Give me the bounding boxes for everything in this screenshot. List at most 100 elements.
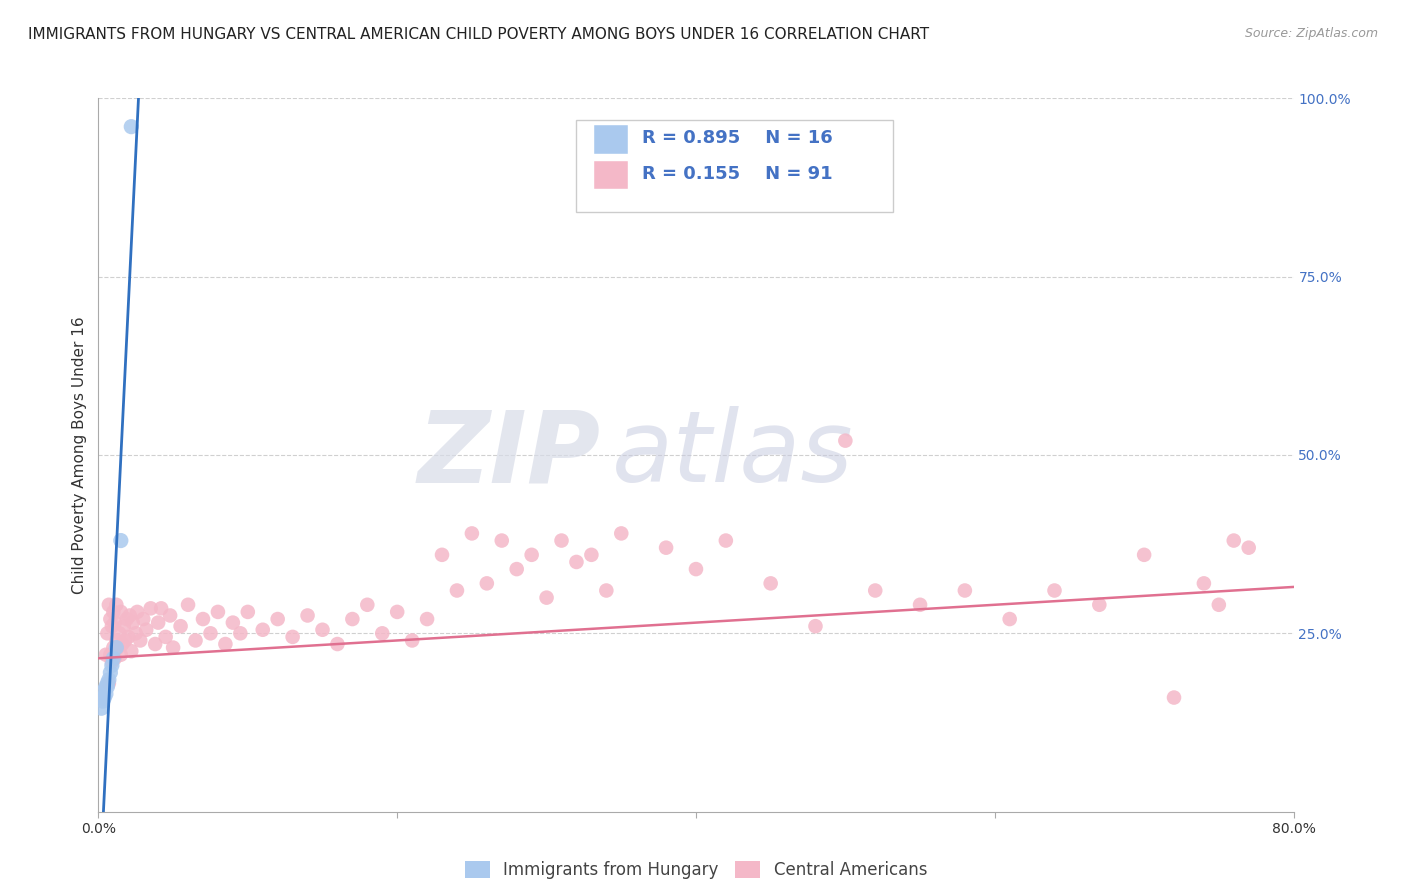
Point [342,612,364,626]
Point [132,612,155,626]
Point [94,680,117,694]
Point [184,633,207,648]
Point [105,598,128,612]
Text: IMMIGRANTS FROM HUNGARY VS CENTRAL AMERICAN CHILD POVERTY AMONG BOYS UNDER 16 CO: IMMIGRANTS FROM HUNGARY VS CENTRAL AMERI… [28,27,929,42]
Point [356,598,378,612]
Point [430,548,453,562]
Point [110,605,132,619]
Point [96,626,118,640]
Point [108,626,131,640]
Point [118,608,141,623]
Point [139,601,162,615]
Point [159,608,181,623]
Point [655,541,678,555]
Point [191,612,214,626]
Point [177,598,200,612]
Bar [595,125,628,153]
Point [1088,598,1111,612]
Point [685,562,707,576]
Point [112,619,135,633]
Point [236,605,259,619]
Point [120,120,142,134]
Point [110,533,132,548]
Point [1223,533,1246,548]
Text: atlas: atlas [613,407,853,503]
Point [804,619,827,633]
Point [101,619,124,633]
Point [129,633,152,648]
Point [1192,576,1215,591]
Point [200,626,222,640]
Point [491,533,513,548]
Point [759,576,782,591]
Point [371,626,394,640]
Point [446,583,468,598]
Point [207,605,229,619]
Point [125,626,148,640]
Point [908,598,931,612]
Legend: Immigrants from Hungary, Central Americans: Immigrants from Hungary, Central America… [458,854,934,886]
Text: ZIP: ZIP [418,407,600,503]
Point [143,637,166,651]
Point [1237,541,1260,555]
Point [1163,690,1185,705]
Point [214,637,236,651]
Point [581,548,603,562]
Point [461,526,484,541]
Point [155,630,177,644]
Point [90,701,112,715]
Point [96,676,118,690]
Point [267,612,290,626]
Point [110,648,132,662]
Point [162,640,184,655]
Point [1133,548,1156,562]
Point [150,601,173,615]
Point [998,612,1021,626]
Point [222,615,245,630]
Point [135,623,157,637]
Point [520,548,543,562]
Point [104,651,127,665]
Point [97,673,120,687]
Point [93,690,115,705]
Point [953,583,976,598]
Point [93,683,115,698]
Point [101,658,124,673]
Point [100,612,122,626]
Point [103,640,125,655]
Point [506,562,529,576]
Bar [595,161,628,189]
Point [97,598,120,612]
Point [565,555,588,569]
Point [416,612,439,626]
Point [326,637,349,651]
Y-axis label: Child Poverty Among Boys Under 16: Child Poverty Among Boys Under 16 [72,316,87,594]
Point [114,633,136,648]
Text: R = 0.155    N = 91: R = 0.155 N = 91 [643,165,832,183]
Point [100,665,122,680]
Point [127,605,149,619]
Point [107,640,129,655]
Point [103,651,125,665]
Text: Source: ZipAtlas.com: Source: ZipAtlas.com [1244,27,1378,40]
Point [401,633,423,648]
Point [91,694,114,708]
Point [91,690,114,705]
Point [1208,598,1230,612]
Point [550,533,572,548]
Point [281,630,304,644]
Point [96,680,118,694]
Point [94,648,117,662]
Point [385,605,409,619]
Point [117,630,139,644]
Point [148,615,170,630]
Point [252,623,274,637]
Point [865,583,887,598]
Point [100,648,122,662]
Text: R = 0.895    N = 16: R = 0.895 N = 16 [643,129,832,147]
Point [536,591,558,605]
Point [115,612,138,626]
Point [105,640,128,655]
Point [311,623,333,637]
Point [834,434,856,448]
